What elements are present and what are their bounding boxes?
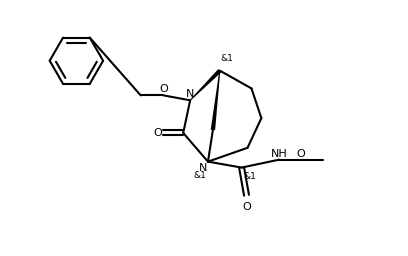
Text: N: N <box>199 163 207 173</box>
Polygon shape <box>190 69 222 101</box>
Text: O: O <box>242 202 251 212</box>
Text: &1: &1 <box>244 172 257 180</box>
Text: &1: &1 <box>221 54 234 63</box>
Text: O: O <box>297 149 305 159</box>
Polygon shape <box>211 71 220 130</box>
Text: N: N <box>186 89 194 99</box>
Text: O: O <box>154 128 162 138</box>
Text: NH: NH <box>271 149 288 159</box>
Text: O: O <box>159 84 168 94</box>
Text: &1: &1 <box>193 170 206 179</box>
